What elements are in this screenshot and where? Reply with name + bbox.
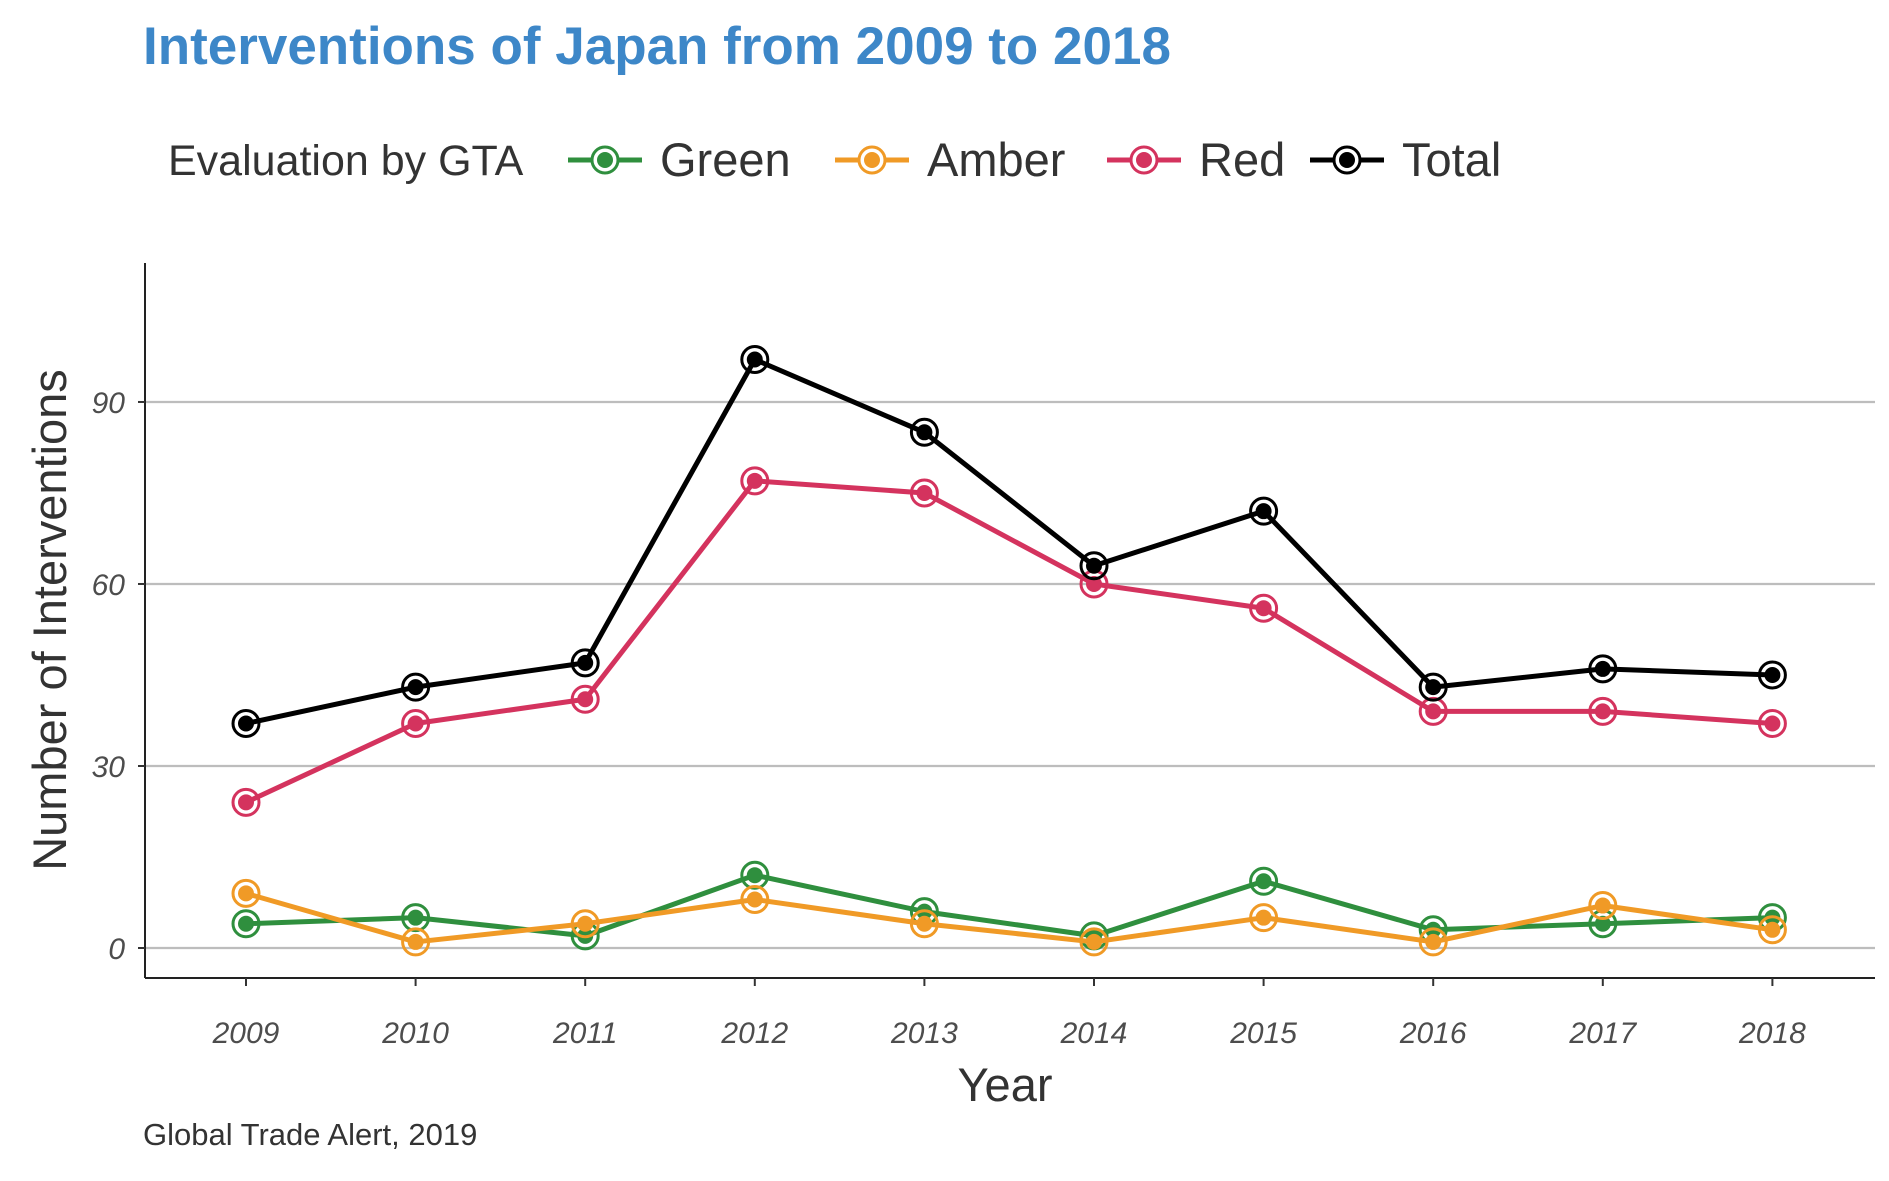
data-point-amber — [1249, 903, 1279, 933]
chart-caption: Global Trade Alert, 2019 — [143, 1117, 477, 1152]
series-red — [231, 466, 1787, 817]
legend-label-red: Red — [1199, 133, 1285, 186]
data-point-amber — [1588, 891, 1618, 921]
data-point-total — [740, 345, 770, 375]
y-axis-title: Number of Interventions — [23, 369, 76, 871]
data-point-amber — [1757, 915, 1787, 945]
data-point-green — [401, 903, 431, 933]
data-point-red — [1418, 696, 1448, 726]
data-point-total — [401, 672, 431, 702]
series-group — [231, 345, 1787, 957]
data-point-red — [1588, 696, 1618, 726]
legend-label-amber: Amber — [927, 133, 1065, 186]
legend-item-red: Red — [1107, 133, 1285, 186]
legend-item-amber: Amber — [835, 133, 1065, 186]
data-point-red — [740, 466, 770, 496]
x-axis-title: Year — [958, 1058, 1053, 1111]
y-tick-label: 0 — [108, 933, 125, 966]
x-tick-label: 2012 — [720, 1017, 788, 1050]
data-point-amber — [740, 884, 770, 914]
x-tick-label: 2015 — [1229, 1017, 1297, 1050]
series-total — [231, 345, 1787, 739]
data-point-green — [231, 909, 261, 939]
data-point-total — [1418, 672, 1448, 702]
data-point-total — [1249, 496, 1279, 526]
x-tick-label: 2009 — [212, 1017, 280, 1050]
x-axis-ticks: 2009 2010 2011 2012 2013 2014 2015 2016 2017 2018 — [212, 978, 1806, 1050]
legend-item-green: Green — [568, 133, 791, 186]
data-point-amber — [401, 927, 431, 957]
data-point-green — [740, 860, 770, 890]
data-point-red — [570, 684, 600, 714]
x-tick-label: 2014 — [1060, 1017, 1128, 1050]
x-tick-label: 2011 — [552, 1017, 618, 1050]
x-tick-label: 2010 — [381, 1017, 449, 1050]
series-line-total — [245, 357, 1773, 726]
y-tick-label: 90 — [92, 387, 126, 420]
x-tick-label: 2013 — [890, 1017, 958, 1050]
legend-title: Evaluation by GTA — [168, 137, 524, 185]
x-tick-label: 2018 — [1738, 1017, 1806, 1050]
data-point-total — [1079, 551, 1109, 581]
y-axis-ticks: 0 30 60 90 — [92, 387, 145, 966]
data-point-amber — [570, 909, 600, 939]
x-tick-label: 2016 — [1399, 1017, 1467, 1050]
gridlines — [145, 400, 1875, 950]
data-point-red — [401, 709, 431, 739]
data-point-amber — [1079, 927, 1109, 957]
x-tick-label: 2017 — [1568, 1017, 1637, 1050]
legend: Evaluation by GTA Green Amber Red Total — [168, 133, 1501, 186]
chart-title: Interventions of Japan from 2009 to 2018 — [143, 17, 1171, 76]
y-tick-label: 60 — [92, 569, 126, 602]
axes — [144, 263, 1875, 979]
y-tick-label: 30 — [92, 751, 126, 784]
series-amber — [231, 878, 1787, 957]
series-line-green — [245, 872, 1773, 939]
data-point-green — [1249, 866, 1279, 896]
data-point-total — [909, 417, 939, 447]
data-point-red — [231, 787, 261, 817]
series-line-amber — [245, 890, 1773, 945]
data-point-amber — [909, 909, 939, 939]
data-point-total — [1757, 660, 1787, 690]
data-point-total — [1588, 654, 1618, 684]
data-point-amber — [1418, 927, 1448, 957]
data-point-red — [909, 478, 939, 508]
data-point-total — [570, 648, 600, 678]
data-point-amber — [231, 878, 261, 908]
data-point-red — [1249, 593, 1279, 623]
series-line-red — [244, 478, 1773, 805]
legend-item-total: Total — [1310, 133, 1501, 186]
legend-label-green: Green — [660, 133, 791, 186]
legend-label-total: Total — [1402, 133, 1501, 186]
data-point-red — [1757, 709, 1787, 739]
data-point-total — [231, 709, 261, 739]
